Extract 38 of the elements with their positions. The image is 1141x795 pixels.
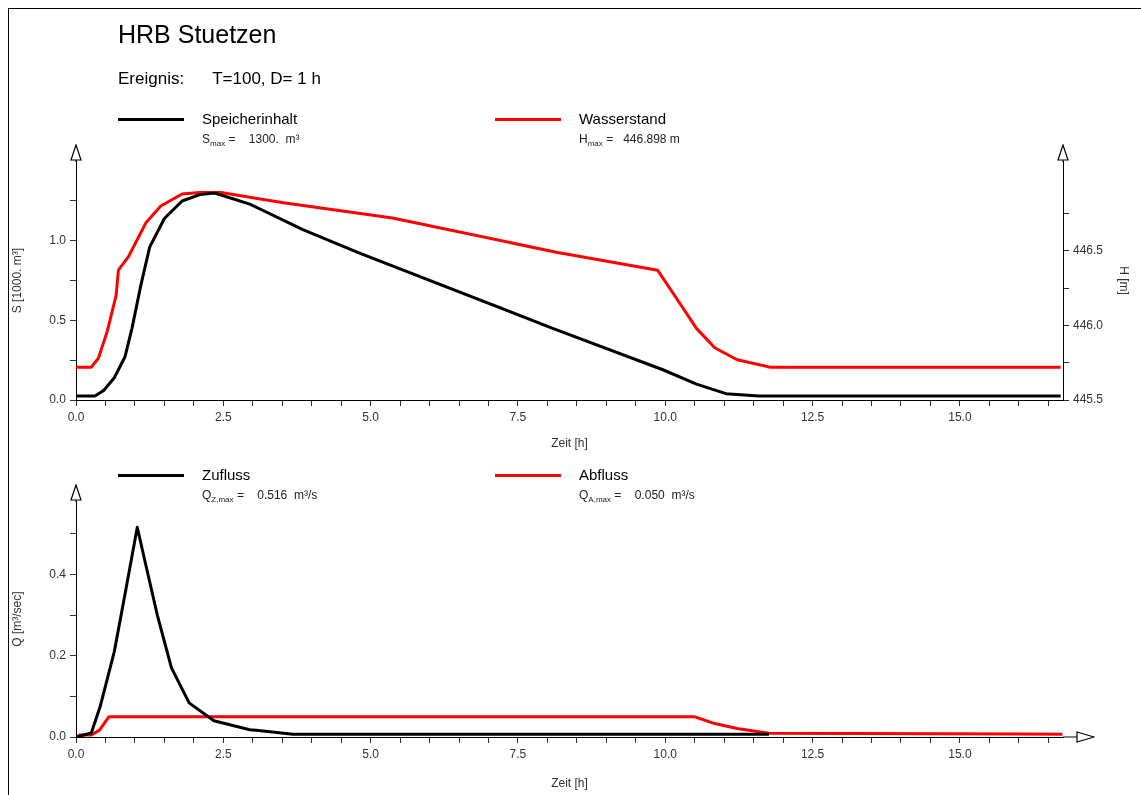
x-tick-label: 5.0 bbox=[362, 746, 380, 761]
x-tick-label: 10.0 bbox=[653, 409, 678, 424]
y-tick-label: 0.2 bbox=[49, 648, 67, 662]
y-tick-label: 0.0 bbox=[49, 392, 67, 407]
y2-axis-title: H [m] bbox=[1117, 266, 1132, 295]
x-tick-label: 0.0 bbox=[67, 746, 85, 761]
y-tick-label: 1.0 bbox=[49, 233, 67, 248]
x-tick-label: 15.0 bbox=[948, 409, 972, 424]
y-tick-label: 0.4 bbox=[49, 566, 67, 581]
annotation: Q$_{Z,max}$ = 0.516 m³/s bbox=[202, 488, 318, 505]
x-tick-label: 0.0 bbox=[67, 409, 85, 424]
chart-title: HRB Stuetzen bbox=[118, 20, 277, 49]
y-axis-title: S [1000. m³] bbox=[9, 247, 24, 314]
text: S$_{max}$ = 1300. m³ bbox=[202, 132, 300, 149]
legend-label: Wasserstand bbox=[579, 110, 666, 127]
x-tick-label: 2.5 bbox=[214, 409, 232, 424]
y-axis-title: Q [m³/sec] bbox=[9, 591, 24, 647]
legend-label: Zufluss bbox=[202, 466, 251, 483]
x-tick-label: 7.5 bbox=[509, 746, 527, 761]
x-axis-title: Zeit [h] bbox=[551, 436, 588, 451]
x-tick-label: 12.5 bbox=[800, 746, 825, 761]
x-axis-title: Zeit [h] bbox=[551, 776, 588, 791]
chart-subtitle: Ereignis: T=100, D= 1 h bbox=[118, 69, 321, 89]
y2-tick-label: 445.5 bbox=[1073, 392, 1104, 407]
y2-tick-label: 446.0 bbox=[1073, 317, 1104, 332]
y-tick-label: 0.0 bbox=[49, 729, 67, 744]
y2-tick-label: 446.5 bbox=[1073, 243, 1104, 258]
y-tick-label: 0.5 bbox=[49, 312, 67, 327]
annotation: Q$_{A,max}$ = 0.050 m³/s bbox=[579, 488, 695, 505]
x-tick-label: 12.5 bbox=[800, 409, 825, 424]
x-tick-label: 15.0 bbox=[948, 746, 972, 761]
x-tick-label: 5.0 bbox=[362, 409, 380, 424]
x-tick-label: 7.5 bbox=[509, 409, 527, 424]
legend-label: Abfluss bbox=[579, 466, 629, 483]
x-tick-label: 2.5 bbox=[214, 746, 232, 761]
text: H$_{max}$ = 446.898 m bbox=[579, 132, 680, 149]
legend-label: Speicherinhalt bbox=[202, 110, 298, 127]
x-tick-label: 10.0 bbox=[653, 746, 678, 761]
